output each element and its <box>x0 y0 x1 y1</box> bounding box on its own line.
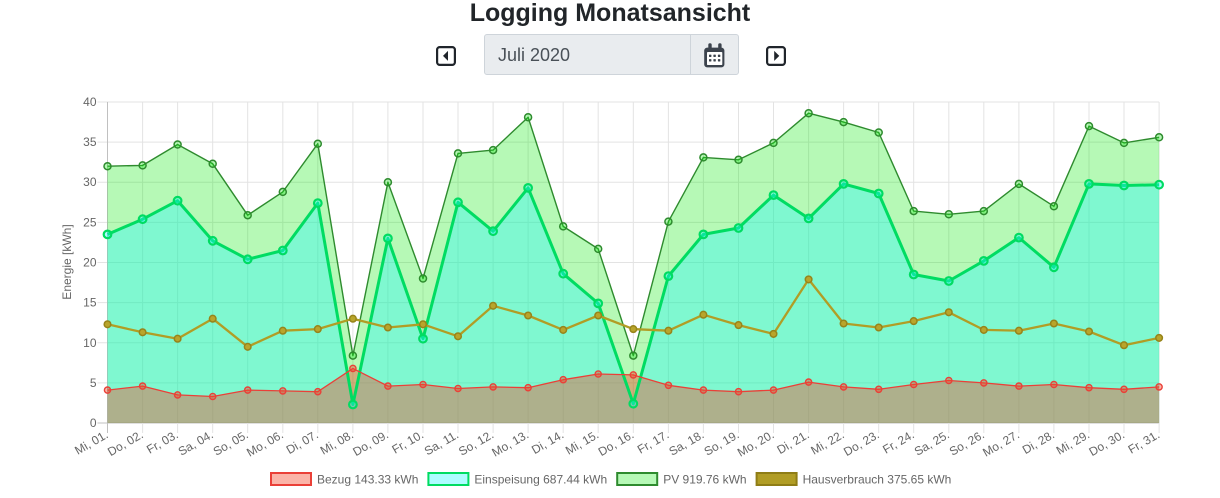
svg-text:Di, 14.: Di, 14. <box>529 427 566 456</box>
svg-text:Sa, 25.: Sa, 25. <box>912 427 952 458</box>
svg-text:Mi, 29.: Mi, 29. <box>1054 427 1092 457</box>
svg-text:Sa, 04.: Sa, 04. <box>176 427 216 458</box>
svg-text:Einspeisung 687.44 kWh: Einspeisung 687.44 kWh <box>474 473 607 487</box>
svg-text:Do, 23.: Do, 23. <box>841 427 882 458</box>
svg-text:Fr, 31.: Fr, 31. <box>1126 427 1162 456</box>
svg-text:Di, 28.: Di, 28. <box>1020 427 1057 456</box>
svg-text:25: 25 <box>83 215 97 229</box>
svg-text:Sa, 18.: Sa, 18. <box>666 427 706 458</box>
svg-text:Energie [kWh]: Energie [kWh] <box>60 224 74 299</box>
svg-text:15: 15 <box>83 296 97 310</box>
svg-text:Fr, 17.: Fr, 17. <box>635 427 671 456</box>
svg-text:Di, 07.: Di, 07. <box>284 427 321 456</box>
svg-text:Mo, 27.: Mo, 27. <box>980 427 1022 459</box>
svg-text:Mo, 20.: Mo, 20. <box>735 427 777 459</box>
svg-text:Mo, 06.: Mo, 06. <box>244 427 286 459</box>
svg-text:Mi, 08.: Mi, 08. <box>318 427 356 457</box>
svg-text:Fr, 24.: Fr, 24. <box>880 427 916 456</box>
svg-text:Fr, 10.: Fr, 10. <box>390 427 426 456</box>
svg-text:Mi, 15.: Mi, 15. <box>563 427 601 457</box>
svg-text:Do, 02.: Do, 02. <box>105 427 146 458</box>
svg-text:So, 12.: So, 12. <box>456 427 496 458</box>
svg-text:10: 10 <box>83 336 97 350</box>
svg-text:Mi, 01.: Mi, 01. <box>72 427 110 457</box>
svg-text:35: 35 <box>83 135 97 149</box>
svg-text:Bezug 143.33 kWh: Bezug 143.33 kWh <box>317 473 418 487</box>
svg-text:PV 919.76 kWh: PV 919.76 kWh <box>663 473 746 487</box>
svg-text:Do, 30.: Do, 30. <box>1086 427 1127 458</box>
svg-text:Mo, 13.: Mo, 13. <box>489 427 531 459</box>
svg-text:5: 5 <box>90 376 97 390</box>
svg-text:30: 30 <box>83 175 97 189</box>
svg-text:So, 19.: So, 19. <box>702 427 742 458</box>
svg-text:20: 20 <box>83 256 97 270</box>
svg-text:So, 05.: So, 05. <box>211 427 251 458</box>
svg-text:Hausverbrauch 375.65 kWh: Hausverbrauch 375.65 kWh <box>803 473 952 487</box>
svg-text:Sa, 11.: Sa, 11. <box>422 427 461 458</box>
svg-text:Mi, 22.: Mi, 22. <box>808 427 846 457</box>
svg-text:Fr, 03.: Fr, 03. <box>144 427 180 456</box>
svg-text:So, 26.: So, 26. <box>947 427 987 458</box>
svg-text:40: 40 <box>83 95 97 109</box>
svg-text:0: 0 <box>90 416 97 430</box>
svg-text:Do, 09.: Do, 09. <box>350 427 391 458</box>
svg-text:Di, 21.: Di, 21. <box>775 427 812 456</box>
svg-text:Do, 16.: Do, 16. <box>596 427 637 458</box>
